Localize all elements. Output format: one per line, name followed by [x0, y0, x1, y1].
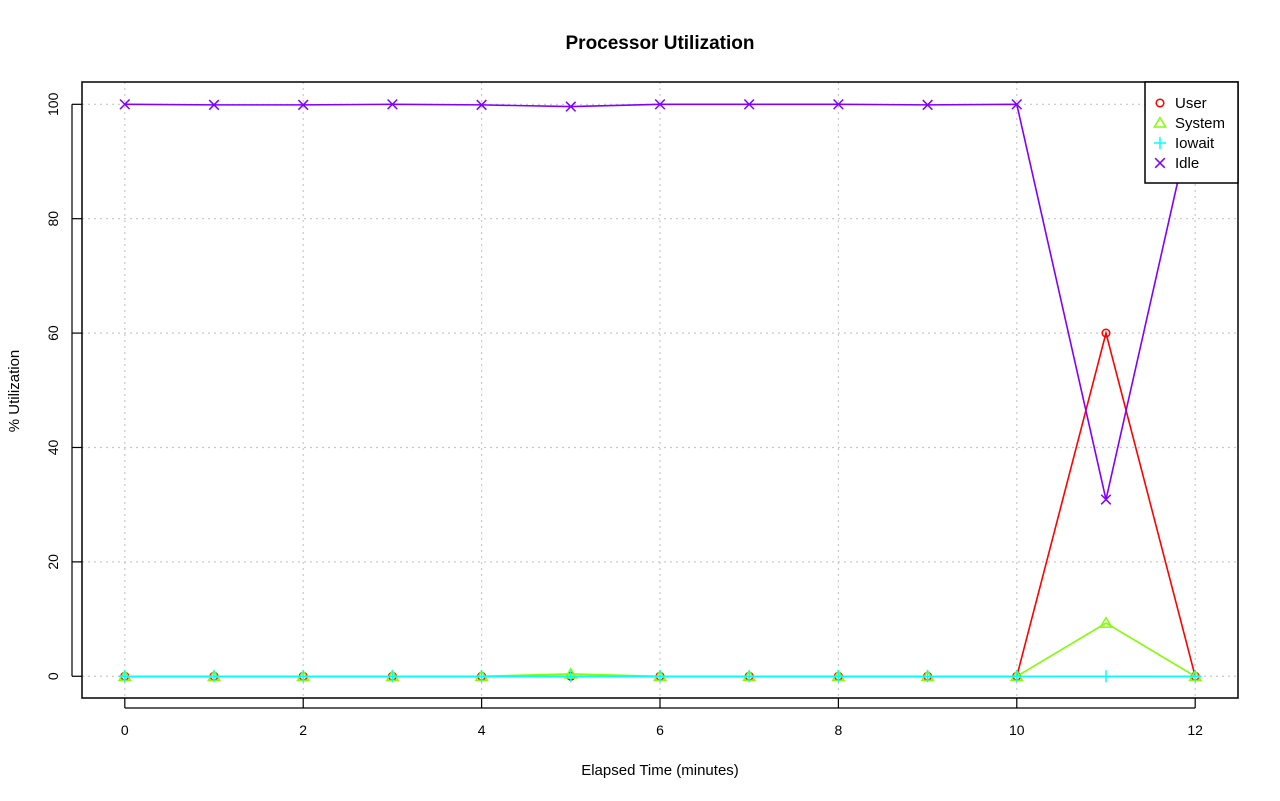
- y-axis-label: % Utilization: [6, 350, 23, 433]
- data-point-idle: [743, 98, 755, 110]
- legend-marker-iowait: [1154, 137, 1166, 149]
- axes: 0 2 4 6 8 10 12 0 20 40 60 80 100: [45, 92, 1203, 738]
- x-tick-label: 4: [478, 722, 486, 738]
- x-tick-label: 12: [1187, 722, 1203, 738]
- data-point-idle: [1011, 98, 1023, 110]
- data-point-iowait: [743, 670, 756, 683]
- series-idle: [119, 98, 1201, 505]
- data-point-iowait: [832, 670, 845, 683]
- plot-frame: [81, 81, 1239, 699]
- legend-marker-idle: [1154, 157, 1166, 169]
- data-point-idle: [387, 98, 398, 110]
- y-tick-label: 100: [45, 92, 61, 116]
- data-point-iowait: [297, 670, 310, 683]
- data-point-system: [1099, 616, 1113, 628]
- data-point-iowait: [208, 670, 221, 683]
- data-point-iowait: [118, 670, 131, 683]
- legend-label-idle: Idle: [1175, 155, 1199, 172]
- data-point-idle: [208, 99, 220, 111]
- data-point-iowait: [475, 670, 488, 683]
- legend-marker-system: [1153, 116, 1167, 128]
- data-point-iowait: [654, 670, 666, 683]
- data-point-idle: [297, 99, 309, 111]
- data-point-iowait: [1010, 670, 1023, 683]
- series-iowait: [118, 670, 1202, 683]
- x-axis-label: Elapsed Time (minutes): [581, 762, 739, 779]
- y-tick-label: 60: [45, 325, 61, 341]
- y-tick-label: 80: [45, 211, 61, 227]
- x-tick-label: 6: [656, 722, 664, 738]
- y-tick-label: 20: [45, 554, 61, 570]
- data-point-idle: [833, 98, 844, 110]
- x-tick-label: 10: [1009, 722, 1025, 738]
- data-point-idle: [654, 98, 666, 110]
- data-point-iowait: [921, 670, 934, 683]
- data-point-idle: [119, 98, 131, 110]
- data-point-user: [1101, 328, 1111, 338]
- data-point-iowait: [1189, 670, 1202, 683]
- data-point-iowait: [1099, 670, 1112, 683]
- data-point-idle: [922, 99, 933, 111]
- series-line-system: [124, 622, 1196, 678]
- legend-label-iowait: Iowait: [1175, 135, 1215, 152]
- chart-title: Processor Utilization: [566, 33, 755, 54]
- legend-label-system: System: [1175, 115, 1225, 132]
- data-point-idle: [476, 99, 487, 111]
- y-tick-label: 0: [45, 672, 61, 680]
- data-point-idle: [1100, 494, 1112, 505]
- y-tick-label: 40: [45, 439, 61, 455]
- series-line-user: [124, 329, 1196, 678]
- grid-lines: [82, 82, 1238, 698]
- legend-marker-user: [1155, 98, 1165, 108]
- series-line-idle: [124, 103, 1196, 500]
- legend-label-user: User: [1175, 95, 1207, 112]
- legend: User System Iowait Idle: [1144, 81, 1239, 184]
- data-point-iowait: [386, 670, 399, 683]
- series-user: [120, 328, 1200, 681]
- x-tick-label: 2: [299, 722, 307, 738]
- x-tick-label: 0: [121, 722, 129, 738]
- series-layer: [117, 98, 1203, 683]
- data-point-iowait: [564, 670, 577, 683]
- data-point-idle: [565, 101, 577, 112]
- x-tick-label: 8: [834, 722, 842, 738]
